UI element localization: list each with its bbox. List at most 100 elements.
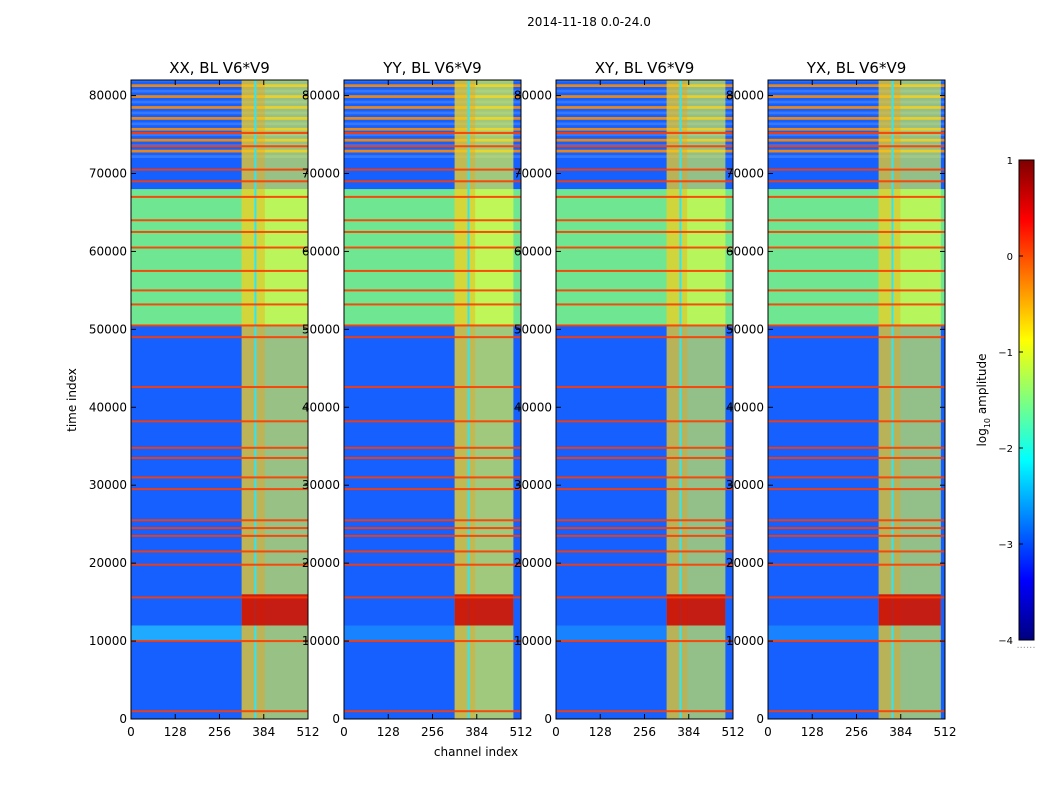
orange-stripe bbox=[768, 95, 945, 98]
rfi-line bbox=[131, 640, 308, 643]
orange-stripe bbox=[344, 100, 521, 104]
rfi-line bbox=[131, 446, 308, 449]
rfi-line bbox=[768, 476, 945, 479]
orange-stripe bbox=[131, 111, 308, 115]
x-tick-label: 256 bbox=[208, 725, 231, 739]
colorbar-label: log10 amplitude bbox=[975, 354, 992, 447]
rfi-line bbox=[344, 180, 521, 183]
x-tick-label: 512 bbox=[934, 725, 957, 739]
panel-0: XX, BL V6*V9 0 128 256 384 512 0 10000 20000 3000… bbox=[89, 59, 320, 739]
x-tick-label: 128 bbox=[164, 725, 187, 739]
y-tick-label: 70000 bbox=[302, 167, 340, 181]
rfi-line bbox=[131, 534, 308, 537]
colorbar-under-label: ...... bbox=[1016, 640, 1035, 651]
rfi-line bbox=[344, 168, 521, 171]
orange-stripe bbox=[556, 84, 733, 88]
rfi-line bbox=[556, 230, 733, 233]
orange-stripe bbox=[344, 127, 521, 131]
rfi-line bbox=[344, 710, 521, 713]
rfi-line bbox=[131, 550, 308, 553]
hot-channel-core bbox=[878, 80, 901, 719]
rfi-line bbox=[768, 289, 945, 292]
orange-stripe bbox=[768, 106, 945, 109]
rfi-line bbox=[344, 527, 521, 530]
y-tick-label: 0 bbox=[332, 712, 340, 726]
rfi-line bbox=[344, 420, 521, 423]
cyan-band bbox=[131, 625, 242, 642]
rfi-line bbox=[344, 488, 521, 491]
orange-block bbox=[131, 80, 308, 158]
colorbar-ticks: 1 0 −1 −2 −3 −4 bbox=[998, 156, 1023, 647]
orange-stripe bbox=[556, 138, 733, 142]
x-tick-label: 256 bbox=[633, 725, 656, 739]
rfi-line bbox=[768, 336, 945, 339]
orange-stripe bbox=[768, 89, 945, 93]
rfi-line bbox=[768, 303, 945, 306]
rfi-line bbox=[131, 456, 308, 459]
y-tick-label: 70000 bbox=[514, 167, 552, 181]
rfi-line bbox=[131, 289, 308, 292]
colorbar-tick-label: −1 bbox=[998, 348, 1013, 359]
panel-title: XY, BL V6*V9 bbox=[595, 59, 695, 77]
orange-stripe bbox=[344, 111, 521, 115]
rfi-line bbox=[556, 336, 733, 339]
rfi-line bbox=[131, 180, 308, 183]
rfi-line bbox=[556, 488, 733, 491]
red-band bbox=[241, 594, 308, 626]
orange-stripe bbox=[344, 133, 521, 137]
orange-stripe bbox=[768, 122, 945, 126]
rfi-lines bbox=[131, 131, 308, 713]
rfi-line bbox=[768, 420, 945, 423]
orange-stripe bbox=[344, 89, 521, 93]
colorbar-tick-label: −4 bbox=[998, 636, 1013, 647]
y-tick-label: 60000 bbox=[514, 244, 552, 258]
rfi-line bbox=[768, 246, 945, 249]
rfi-line bbox=[556, 289, 733, 292]
rfi-line bbox=[131, 488, 308, 491]
y-tick-label: 50000 bbox=[302, 322, 340, 336]
y-tick-label: 80000 bbox=[89, 89, 127, 103]
y-tick-label: 60000 bbox=[302, 244, 340, 258]
x-tick-label: 384 bbox=[677, 725, 700, 739]
orange-stripe bbox=[131, 138, 308, 142]
orange-stripe bbox=[768, 127, 945, 131]
orange-stripe bbox=[556, 100, 733, 104]
figure-title: 2014-11-18 0.0-24.0 bbox=[527, 15, 651, 29]
orange-stripe bbox=[131, 84, 308, 88]
rfi-line bbox=[131, 230, 308, 233]
rfi-lines bbox=[344, 131, 521, 713]
x-tick-label: 512 bbox=[722, 725, 745, 739]
orange-stripe bbox=[344, 138, 521, 142]
rfi-line bbox=[344, 456, 521, 459]
orange-stripe bbox=[344, 95, 521, 98]
panel-3: YX, BL V6*V9 0 128 256 384 512 0 10000 20000 3000… bbox=[726, 59, 957, 739]
rfi-line bbox=[344, 446, 521, 449]
rfi-line bbox=[131, 476, 308, 479]
rfi-line bbox=[344, 195, 521, 198]
y-tick-label: 40000 bbox=[514, 400, 552, 414]
colorbar-tick-label: −3 bbox=[998, 540, 1013, 551]
y-tick-label: 20000 bbox=[726, 556, 764, 570]
rfi-line bbox=[344, 550, 521, 553]
rfi-line bbox=[768, 550, 945, 553]
orange-stripe bbox=[556, 122, 733, 126]
y-tick-label: 50000 bbox=[726, 322, 764, 336]
orange-stripe bbox=[768, 155, 945, 158]
orange-stripe bbox=[344, 106, 521, 109]
orange-stripe bbox=[131, 133, 308, 137]
x-axis-label: channel index bbox=[434, 745, 518, 759]
rfi-line bbox=[344, 640, 521, 643]
rfi-line bbox=[344, 269, 521, 272]
rfi-line bbox=[556, 550, 733, 553]
rfi-line bbox=[768, 386, 945, 389]
y-tick-label: 30000 bbox=[514, 478, 552, 492]
y-tick-label: 10000 bbox=[302, 634, 340, 648]
orange-stripe bbox=[768, 100, 945, 104]
panel-1: YY, BL V6*V9 0 128 256 384 512 0 10000 20000 3000… bbox=[302, 59, 533, 739]
x-tick-label: 0 bbox=[552, 725, 560, 739]
rfi-line bbox=[344, 219, 521, 222]
rfi-line bbox=[768, 596, 945, 599]
rfi-line bbox=[768, 195, 945, 198]
rfi-line bbox=[556, 324, 733, 327]
y-tick-label: 50000 bbox=[514, 322, 552, 336]
